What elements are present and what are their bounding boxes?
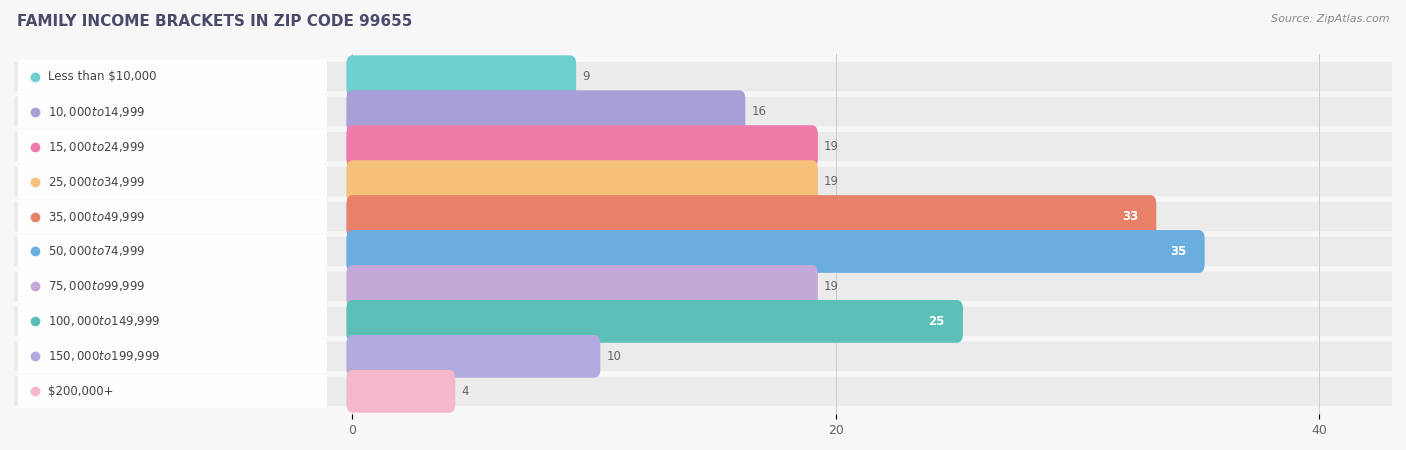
Text: $50,000 to $74,999: $50,000 to $74,999 — [48, 244, 145, 258]
FancyBboxPatch shape — [18, 339, 328, 374]
FancyBboxPatch shape — [18, 94, 328, 129]
FancyBboxPatch shape — [346, 335, 600, 378]
Text: 33: 33 — [1122, 210, 1137, 223]
Text: Less than $10,000: Less than $10,000 — [48, 70, 156, 83]
Text: $200,000+: $200,000+ — [48, 385, 114, 398]
FancyBboxPatch shape — [346, 265, 818, 308]
Text: 35: 35 — [1170, 245, 1187, 258]
FancyBboxPatch shape — [18, 164, 328, 199]
FancyBboxPatch shape — [18, 234, 328, 269]
FancyBboxPatch shape — [18, 59, 328, 94]
Text: Source: ZipAtlas.com: Source: ZipAtlas.com — [1271, 14, 1389, 23]
Text: 19: 19 — [824, 280, 839, 293]
FancyBboxPatch shape — [14, 307, 1392, 336]
FancyBboxPatch shape — [346, 370, 456, 413]
FancyBboxPatch shape — [18, 304, 328, 338]
Text: 25: 25 — [928, 315, 945, 328]
FancyBboxPatch shape — [14, 167, 1392, 196]
FancyBboxPatch shape — [18, 130, 328, 164]
Text: 19: 19 — [824, 140, 839, 153]
FancyBboxPatch shape — [14, 62, 1392, 91]
Text: $150,000 to $199,999: $150,000 to $199,999 — [48, 349, 160, 363]
FancyBboxPatch shape — [346, 125, 818, 168]
Text: $75,000 to $99,999: $75,000 to $99,999 — [48, 279, 145, 293]
FancyBboxPatch shape — [346, 55, 576, 98]
FancyBboxPatch shape — [18, 374, 328, 409]
Text: 9: 9 — [582, 70, 589, 83]
Text: 4: 4 — [461, 385, 468, 398]
Text: FAMILY INCOME BRACKETS IN ZIP CODE 99655: FAMILY INCOME BRACKETS IN ZIP CODE 99655 — [17, 14, 412, 28]
Text: 10: 10 — [606, 350, 621, 363]
FancyBboxPatch shape — [346, 160, 818, 203]
FancyBboxPatch shape — [14, 202, 1392, 231]
Text: 19: 19 — [824, 175, 839, 188]
FancyBboxPatch shape — [346, 90, 745, 133]
FancyBboxPatch shape — [346, 300, 963, 343]
FancyBboxPatch shape — [14, 97, 1392, 126]
Text: $10,000 to $14,999: $10,000 to $14,999 — [48, 105, 145, 119]
Text: $25,000 to $34,999: $25,000 to $34,999 — [48, 175, 145, 189]
Text: $35,000 to $49,999: $35,000 to $49,999 — [48, 210, 145, 224]
FancyBboxPatch shape — [14, 377, 1392, 406]
FancyBboxPatch shape — [18, 269, 328, 304]
FancyBboxPatch shape — [14, 237, 1392, 266]
Text: $100,000 to $149,999: $100,000 to $149,999 — [48, 315, 160, 328]
Text: 16: 16 — [751, 105, 766, 118]
FancyBboxPatch shape — [14, 132, 1392, 161]
FancyBboxPatch shape — [18, 199, 328, 234]
Text: $15,000 to $24,999: $15,000 to $24,999 — [48, 140, 145, 153]
FancyBboxPatch shape — [14, 272, 1392, 301]
FancyBboxPatch shape — [346, 230, 1205, 273]
FancyBboxPatch shape — [346, 195, 1156, 238]
FancyBboxPatch shape — [14, 342, 1392, 371]
